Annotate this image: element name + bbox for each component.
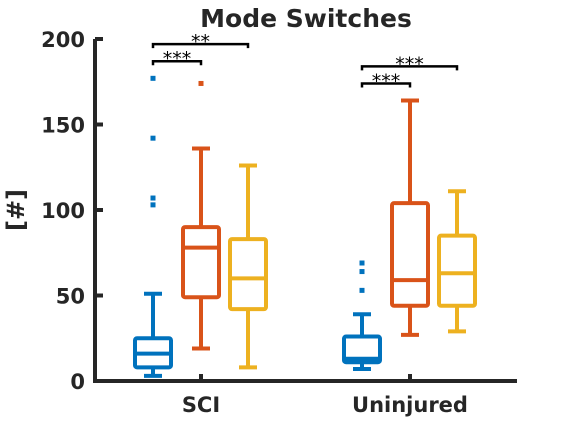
outlier-point — [359, 269, 365, 275]
significance-bracket — [360, 65, 459, 71]
significance-label: *** — [163, 48, 192, 70]
outlier-point — [150, 195, 156, 201]
box — [342, 334, 382, 365]
y-tick-label: 100 — [41, 199, 85, 223]
x-tick-label: Uninjured — [352, 393, 468, 417]
box — [181, 225, 221, 300]
outlier-point — [359, 260, 365, 266]
y-axis-label: [#] — [2, 189, 30, 231]
outlier-point — [150, 135, 156, 141]
significance-label: *** — [372, 70, 401, 92]
significance-label: ** — [191, 31, 210, 53]
significance-bracket — [151, 59, 203, 66]
significance-bracket — [360, 82, 412, 88]
outlier-point — [150, 75, 156, 81]
box — [437, 233, 477, 308]
x-tick-label: SCI — [182, 393, 220, 417]
y-tick-label: 0 — [70, 370, 85, 394]
chart-title: Mode Switches — [200, 4, 412, 33]
box — [228, 237, 268, 312]
y-tick-label: 150 — [41, 114, 85, 138]
y-tick-label: 50 — [56, 285, 85, 309]
significance-label: *** — [395, 53, 424, 75]
outlier-point — [359, 287, 365, 293]
outlier-point — [150, 202, 156, 208]
significance-bracket — [151, 42, 250, 49]
box — [390, 201, 430, 308]
outlier-point — [198, 80, 204, 86]
y-tick-label: 200 — [41, 28, 85, 52]
